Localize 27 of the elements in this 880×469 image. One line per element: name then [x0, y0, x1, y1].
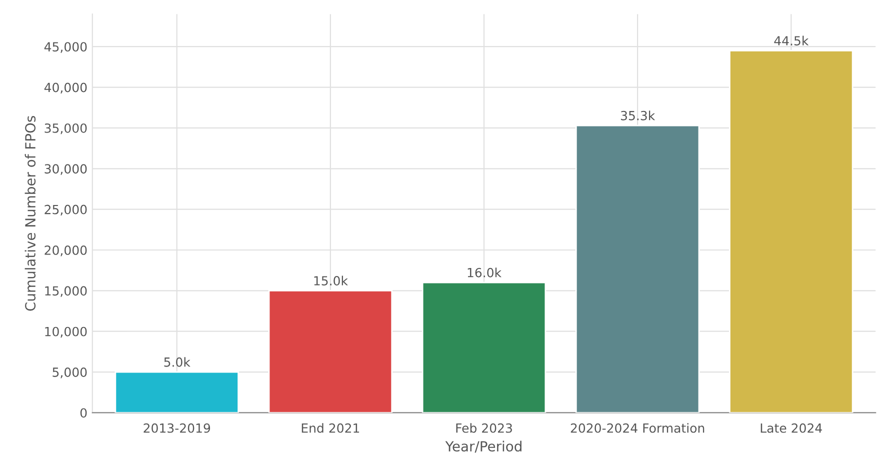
- y-tick-label: 40,000: [44, 82, 87, 94]
- x-tick-label: 2020-2024 Formation: [570, 423, 704, 433]
- bar: [114, 371, 239, 413]
- y-tick-label: 10,000: [45, 326, 87, 338]
- x-tick-label: 2013-2019: [144, 423, 210, 433]
- y-axis-title: Cumulative Number of FPOs: [24, 116, 36, 311]
- data-label: 16.0k: [468, 268, 502, 278]
- data-label: 15.0k: [314, 276, 348, 286]
- x-tick-label: End 2021: [302, 423, 360, 433]
- bar: [729, 50, 854, 413]
- x-tick-label: Feb 2023: [456, 423, 512, 433]
- y-tick-label: 25,000: [44, 204, 87, 216]
- x-tick-label: Late 2024: [760, 423, 822, 433]
- data-label: 35.3k: [620, 110, 656, 120]
- y-tick-label: 20,000: [44, 245, 87, 256]
- bar: [268, 290, 393, 413]
- y-tick-label: 15,000: [45, 286, 87, 297]
- y-tick-label: 45,000: [44, 42, 87, 53]
- y-tick-label: 35,000: [44, 123, 87, 134]
- data-label: 5.0k: [164, 357, 190, 367]
- y-tick-label: 30,000: [44, 164, 87, 175]
- bar: [422, 282, 546, 413]
- bar: [575, 124, 700, 413]
- y-tick-label: 0: [80, 408, 87, 418]
- y-tick-label: 5,000: [52, 368, 87, 378]
- x-axis-title: Year/Period: [445, 440, 522, 453]
- data-label: 44.5k: [774, 36, 809, 46]
